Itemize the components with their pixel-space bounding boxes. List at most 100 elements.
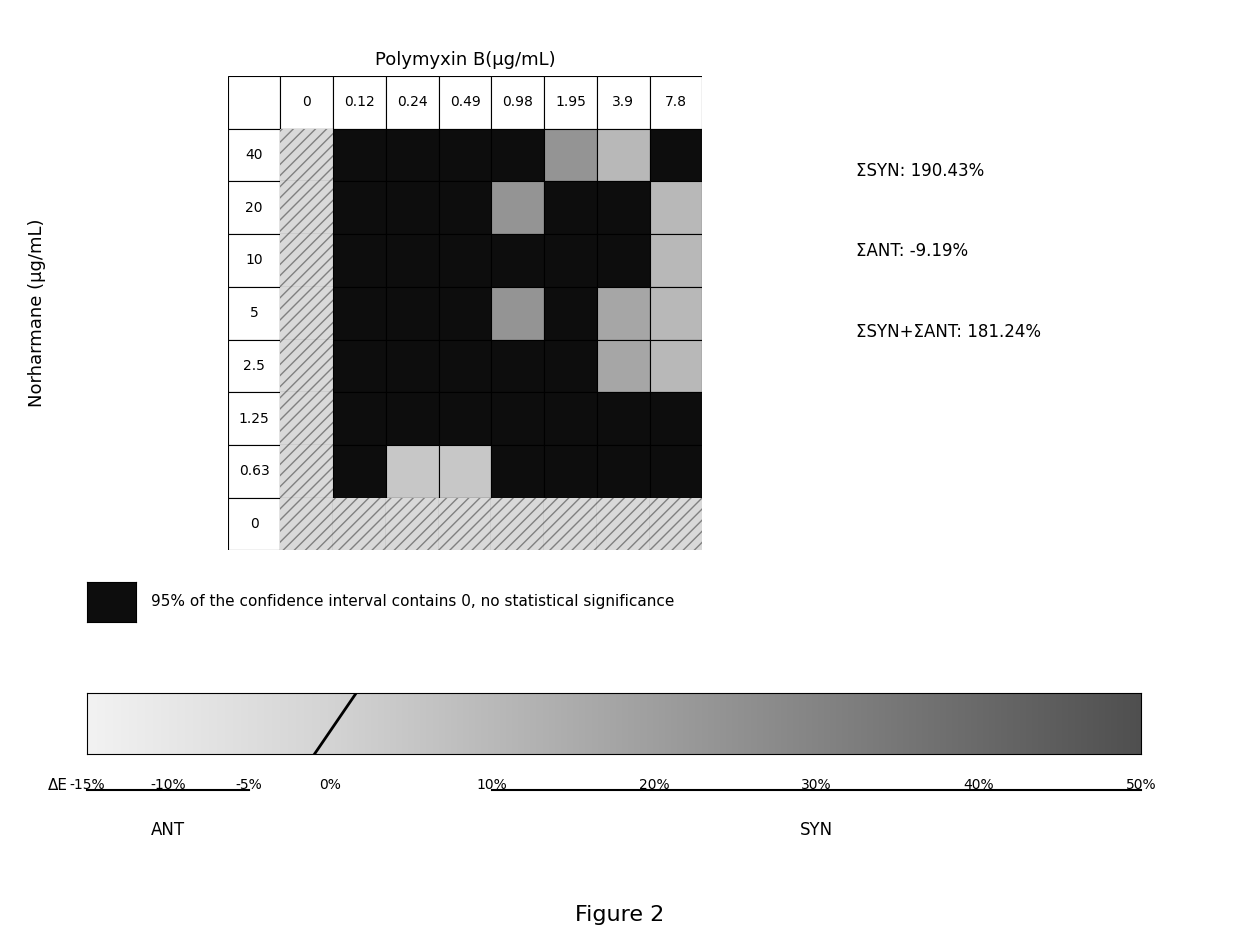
Bar <box>439 497 491 550</box>
Bar <box>386 181 439 234</box>
Bar <box>650 76 702 129</box>
Bar <box>280 340 334 392</box>
Bar <box>439 445 491 497</box>
Text: 7.8: 7.8 <box>665 95 687 109</box>
Bar <box>544 497 596 550</box>
Text: -10%: -10% <box>150 778 186 792</box>
Bar <box>596 497 650 550</box>
Bar <box>280 129 334 181</box>
Bar <box>596 497 650 550</box>
Text: ΣSYN+ΣANT: 181.24%: ΣSYN+ΣANT: 181.24% <box>856 324 1040 341</box>
Bar <box>439 181 491 234</box>
Bar <box>334 497 386 550</box>
Bar <box>491 287 544 340</box>
Bar <box>439 129 491 181</box>
Text: SYN: SYN <box>800 821 833 839</box>
Bar <box>228 340 280 392</box>
Text: ANT: ANT <box>151 821 185 839</box>
Text: 0: 0 <box>303 95 311 109</box>
Text: 50%: 50% <box>1126 778 1156 792</box>
Bar <box>228 181 280 234</box>
Bar <box>544 445 596 497</box>
Text: 0.49: 0.49 <box>450 95 480 109</box>
Bar <box>491 497 544 550</box>
Bar <box>650 497 702 550</box>
Bar <box>596 181 650 234</box>
Text: 10: 10 <box>246 253 263 268</box>
Bar <box>544 497 596 550</box>
Bar <box>228 234 280 287</box>
Bar <box>280 392 334 445</box>
Bar <box>596 129 650 181</box>
Text: 3.9: 3.9 <box>613 95 634 109</box>
Bar <box>280 445 334 497</box>
Bar <box>386 340 439 392</box>
Bar <box>386 129 439 181</box>
Bar <box>544 287 596 340</box>
Bar <box>491 497 544 550</box>
Text: Polymyxin B(μg/mL): Polymyxin B(μg/mL) <box>374 51 556 69</box>
Bar <box>334 392 386 445</box>
Bar <box>650 392 702 445</box>
Bar <box>280 497 334 550</box>
Bar <box>280 445 334 497</box>
Text: ΣANT: -9.19%: ΣANT: -9.19% <box>856 243 967 260</box>
Text: Figure 2: Figure 2 <box>575 905 665 925</box>
Bar <box>280 497 334 550</box>
Bar <box>650 497 702 550</box>
Bar <box>596 340 650 392</box>
Bar <box>650 181 702 234</box>
Bar <box>596 392 650 445</box>
Bar <box>280 76 334 129</box>
Bar <box>386 445 439 497</box>
Bar <box>228 76 280 129</box>
Text: -5%: -5% <box>236 778 263 792</box>
Bar <box>596 287 650 340</box>
Text: 30%: 30% <box>801 778 832 792</box>
Bar <box>334 129 386 181</box>
Text: ΣSYN: 190.43%: ΣSYN: 190.43% <box>856 162 983 179</box>
Bar <box>544 392 596 445</box>
Text: 10%: 10% <box>477 778 507 792</box>
Text: Norharmane (μg/mL): Norharmane (μg/mL) <box>29 219 46 407</box>
Bar <box>491 340 544 392</box>
Bar <box>228 392 280 445</box>
Bar <box>386 392 439 445</box>
Bar <box>334 497 386 550</box>
Text: 20: 20 <box>246 201 263 214</box>
Bar <box>491 234 544 287</box>
Text: -15%: -15% <box>69 778 104 792</box>
Bar <box>334 181 386 234</box>
Text: ΔE: ΔE <box>48 778 68 793</box>
Bar <box>544 234 596 287</box>
Bar <box>544 76 596 129</box>
Bar <box>334 445 386 497</box>
Text: 5: 5 <box>249 307 258 320</box>
Text: 20%: 20% <box>639 778 670 792</box>
Bar <box>334 340 386 392</box>
Text: 0.63: 0.63 <box>239 464 269 478</box>
Bar <box>228 445 280 497</box>
Bar <box>650 234 702 287</box>
Text: 40: 40 <box>246 148 263 162</box>
Text: 95% of the confidence interval contains 0, no statistical significance: 95% of the confidence interval contains … <box>151 594 675 609</box>
Bar <box>280 287 334 340</box>
Text: 0.98: 0.98 <box>502 95 533 109</box>
Bar <box>439 340 491 392</box>
Bar <box>439 497 491 550</box>
Text: 0.24: 0.24 <box>397 95 428 109</box>
Bar <box>650 287 702 340</box>
Bar <box>280 287 334 340</box>
Bar <box>544 181 596 234</box>
Bar <box>650 340 702 392</box>
Bar <box>280 340 334 392</box>
Text: 40%: 40% <box>963 778 994 792</box>
Bar <box>386 76 439 129</box>
Bar <box>650 445 702 497</box>
Bar <box>280 181 334 234</box>
Bar <box>439 76 491 129</box>
Text: 0%: 0% <box>319 778 341 792</box>
Bar <box>334 76 386 129</box>
Bar <box>334 234 386 287</box>
Bar <box>491 76 544 129</box>
